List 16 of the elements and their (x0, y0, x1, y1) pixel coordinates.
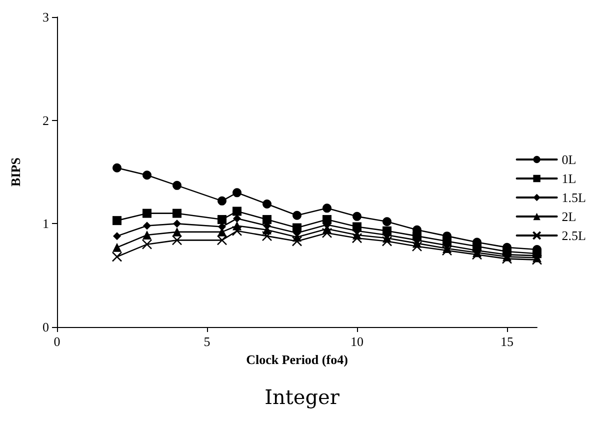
y-tick-label: 1 (42, 216, 49, 232)
y-tick-label: 2 (42, 112, 49, 128)
legend-label: 2.5L (562, 228, 586, 243)
legend-label: 2L (562, 209, 576, 224)
y-axis-title: BIPS (8, 158, 23, 186)
legend-label: 0L (562, 152, 576, 167)
x-tick-label: 10 (350, 334, 364, 349)
text: Integer (264, 385, 340, 409)
x-axis-title: Clock Period (fo4) (246, 352, 348, 367)
legend-label: 1.5L (562, 190, 586, 205)
x-tick-label: 0 (54, 334, 60, 349)
y-tick-label: 3 (42, 10, 49, 24)
legend-label: 1L (562, 171, 576, 186)
y-tick-label: 0 (42, 320, 49, 334)
x-tick-label: 5 (204, 334, 210, 349)
x-tick-label: 15 (500, 334, 514, 349)
